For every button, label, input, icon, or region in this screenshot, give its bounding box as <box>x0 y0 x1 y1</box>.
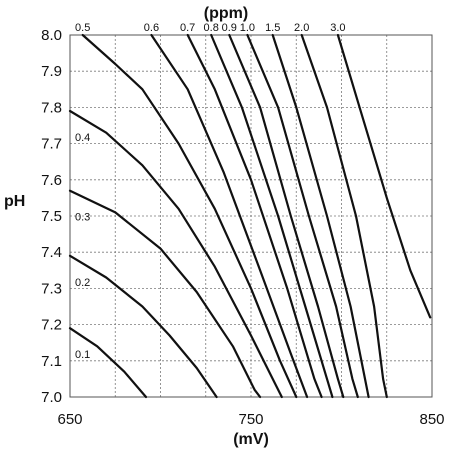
contour-line <box>150 33 309 399</box>
plot-frame <box>69 34 433 398</box>
contour-line <box>210 33 334 399</box>
y-axis-title: pH <box>4 193 25 210</box>
contour-label: 0.4 <box>75 132 90 144</box>
contour-line <box>68 327 148 399</box>
y-tick-label: 7.2 <box>41 317 62 334</box>
y-tick-label: 7.8 <box>41 99 62 116</box>
ppm-label: 0.5 <box>75 22 90 34</box>
y-tick-label: 7.3 <box>41 280 62 297</box>
contour-line <box>228 33 345 399</box>
ppm-label: 0.8 <box>204 22 219 34</box>
contour-line <box>68 109 283 399</box>
contour-label: 0.2 <box>75 277 90 289</box>
label-group: 7.0 7.1 7.2 7.3 7.4 7.5 7.6 7.7 7.8 7.9 8.0 650 750 8… <box>41 22 444 428</box>
contour-line <box>186 33 323 399</box>
series-group <box>68 33 432 399</box>
y-tick-label: 7.9 <box>41 63 62 80</box>
contour-line <box>81 33 298 399</box>
y-tick-label: 7.7 <box>41 136 62 153</box>
y-tick-label: 7.0 <box>41 389 62 406</box>
x-tick-label: 650 <box>57 411 82 428</box>
ppm-label: 3.0 <box>330 22 345 34</box>
y-tick-label: 7.5 <box>41 208 62 225</box>
y-tick-label: 7.6 <box>41 172 62 189</box>
ppm-label: 0.7 <box>180 22 195 34</box>
contour-line <box>68 254 218 399</box>
x-tick-label: 750 <box>238 411 263 428</box>
contour-label: 0.3 <box>75 212 90 224</box>
x-axis-title: (mV) <box>233 431 269 448</box>
contour-line <box>246 33 359 399</box>
top-axis-title: (ppm) <box>204 5 248 22</box>
ppm-label: 0.6 <box>144 22 159 34</box>
contour-line <box>336 33 432 319</box>
ppm-label: 1.5 <box>265 22 280 34</box>
x-tick-label: 850 <box>419 411 444 428</box>
contour-line <box>271 33 370 399</box>
contour-line <box>300 33 388 399</box>
y-tick-label: 8.0 <box>41 27 62 44</box>
ppm-label: 1.0 <box>240 22 255 34</box>
y-tick-label: 7.1 <box>41 353 62 370</box>
ppm-label: 0.9 <box>222 22 237 34</box>
ppm-label: 2.0 <box>294 22 309 34</box>
y-tick-label: 7.4 <box>41 244 62 261</box>
contour-line <box>68 189 262 399</box>
contour-label: 0.1 <box>75 349 90 361</box>
